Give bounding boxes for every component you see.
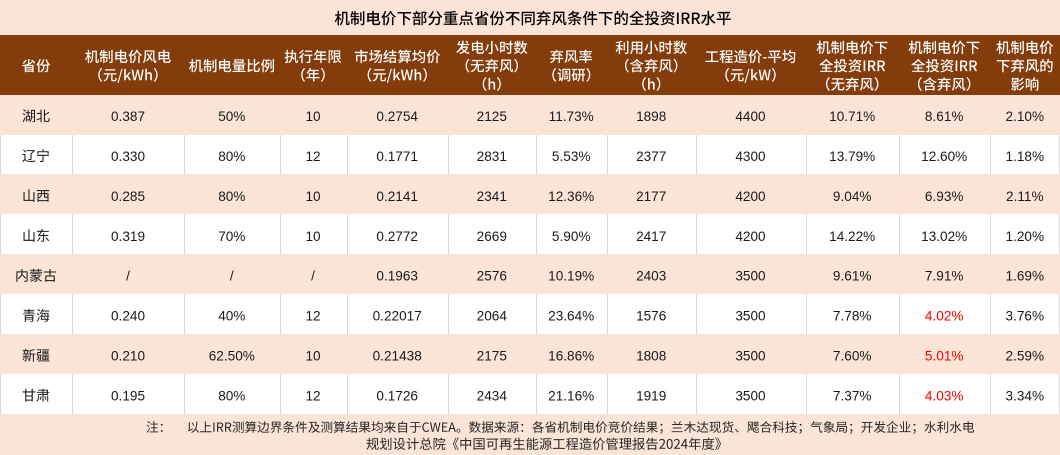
svg-text:7.37%: 7.37% <box>833 389 872 404</box>
svg-text:21.16%: 21.16% <box>548 389 594 404</box>
svg-text:12: 12 <box>305 149 320 164</box>
svg-text:13.79%: 13.79% <box>829 149 875 164</box>
svg-text:3500: 3500 <box>735 269 766 284</box>
svg-text:2831: 2831 <box>477 149 507 164</box>
svg-text:14.22%: 14.22% <box>829 229 875 244</box>
svg-text:10: 10 <box>305 109 321 124</box>
svg-text:1.69%: 1.69% <box>1006 269 1045 284</box>
svg-text:2576: 2576 <box>477 269 507 284</box>
svg-text:2.59%: 2.59% <box>1006 349 1045 364</box>
svg-text:4300: 4300 <box>735 149 766 164</box>
svg-text:2377: 2377 <box>636 149 666 164</box>
svg-text:2175: 2175 <box>477 349 507 364</box>
svg-text:/: / <box>311 269 315 284</box>
svg-text:0.240: 0.240 <box>111 309 145 324</box>
svg-text:5.90%: 5.90% <box>552 229 591 244</box>
svg-text:9.04%: 9.04% <box>833 189 872 204</box>
svg-text:10: 10 <box>305 189 321 204</box>
svg-text:2.10%: 2.10% <box>1006 109 1045 124</box>
svg-text:16.86%: 16.86% <box>548 349 594 364</box>
svg-text:12: 12 <box>305 309 320 324</box>
svg-text:0.2772: 0.2772 <box>376 229 418 244</box>
svg-text:0.285: 0.285 <box>111 189 145 204</box>
svg-text:2.11%: 2.11% <box>1006 189 1044 204</box>
svg-text:6.93%: 6.93% <box>925 189 964 204</box>
svg-text:2434: 2434 <box>477 389 508 404</box>
svg-text:10: 10 <box>305 229 321 244</box>
svg-text:8.61%: 8.61% <box>925 109 964 124</box>
svg-text:9.61%: 9.61% <box>833 269 872 284</box>
svg-text:10.19%: 10.19% <box>548 269 594 284</box>
svg-text:0.22017: 0.22017 <box>373 309 422 324</box>
svg-text:1576: 1576 <box>636 309 666 324</box>
svg-text:62.50%: 62.50% <box>209 349 255 364</box>
svg-text:2341: 2341 <box>477 189 507 204</box>
svg-text:3.34%: 3.34% <box>1006 389 1045 404</box>
svg-text:0.1726: 0.1726 <box>376 389 418 404</box>
svg-text:10.71%: 10.71% <box>829 109 875 124</box>
svg-text:50%: 50% <box>218 109 245 124</box>
svg-text:12.60%: 12.60% <box>921 149 967 164</box>
svg-text:/: / <box>230 269 234 284</box>
svg-text:3500: 3500 <box>735 389 766 404</box>
svg-text:4.02%: 4.02% <box>925 309 964 324</box>
svg-text:7.60%: 7.60% <box>833 349 872 364</box>
svg-text:11.73%: 11.73% <box>549 109 594 124</box>
svg-text:1898: 1898 <box>636 109 666 124</box>
svg-text:80%: 80% <box>218 149 245 164</box>
svg-text:2669: 2669 <box>477 229 507 244</box>
svg-text:0.319: 0.319 <box>111 229 145 244</box>
svg-text:10: 10 <box>305 349 321 364</box>
svg-text:5.01%: 5.01% <box>925 349 964 364</box>
svg-text:0.195: 0.195 <box>111 389 145 404</box>
svg-text:0.330: 0.330 <box>111 149 145 164</box>
svg-text:2064: 2064 <box>477 309 508 324</box>
svg-text:0.21438: 0.21438 <box>373 349 422 364</box>
svg-text:0.1963: 0.1963 <box>376 269 418 284</box>
svg-text:2403: 2403 <box>636 269 666 284</box>
svg-text:0.2754: 0.2754 <box>376 109 418 124</box>
svg-text:7.91%: 7.91% <box>925 269 964 284</box>
svg-text:3500: 3500 <box>735 309 766 324</box>
svg-text:0.387: 0.387 <box>111 109 145 124</box>
svg-text:2417: 2417 <box>636 229 666 244</box>
svg-text:80%: 80% <box>218 189 245 204</box>
svg-text:4200: 4200 <box>735 229 766 244</box>
svg-text:12.36%: 12.36% <box>548 189 594 204</box>
svg-text:13.02%: 13.02% <box>921 229 967 244</box>
svg-text:1.20%: 1.20% <box>1006 229 1045 244</box>
svg-text:7.78%: 7.78% <box>833 309 872 324</box>
svg-text:3500: 3500 <box>735 349 766 364</box>
svg-text:/: / <box>126 269 130 284</box>
svg-text:4400: 4400 <box>735 109 766 124</box>
svg-text:0.1771: 0.1771 <box>376 149 418 164</box>
svg-text:0.210: 0.210 <box>111 349 145 364</box>
svg-text:70%: 70% <box>218 229 245 244</box>
svg-text:80%: 80% <box>218 389 245 404</box>
svg-text:0.2141: 0.2141 <box>376 189 418 204</box>
svg-text:2177: 2177 <box>636 189 666 204</box>
svg-text:1808: 1808 <box>636 349 666 364</box>
svg-text:2125: 2125 <box>477 109 507 124</box>
svg-text:5.53%: 5.53% <box>552 149 591 164</box>
svg-text:40%: 40% <box>218 309 245 324</box>
svg-text:4200: 4200 <box>735 189 766 204</box>
svg-text:1.18%: 1.18% <box>1006 149 1045 164</box>
svg-text:23.64%: 23.64% <box>548 309 594 324</box>
svg-text:12: 12 <box>305 389 320 404</box>
svg-text:4.03%: 4.03% <box>925 389 964 404</box>
svg-text:3.76%: 3.76% <box>1006 309 1045 324</box>
svg-text:1919: 1919 <box>636 389 666 404</box>
